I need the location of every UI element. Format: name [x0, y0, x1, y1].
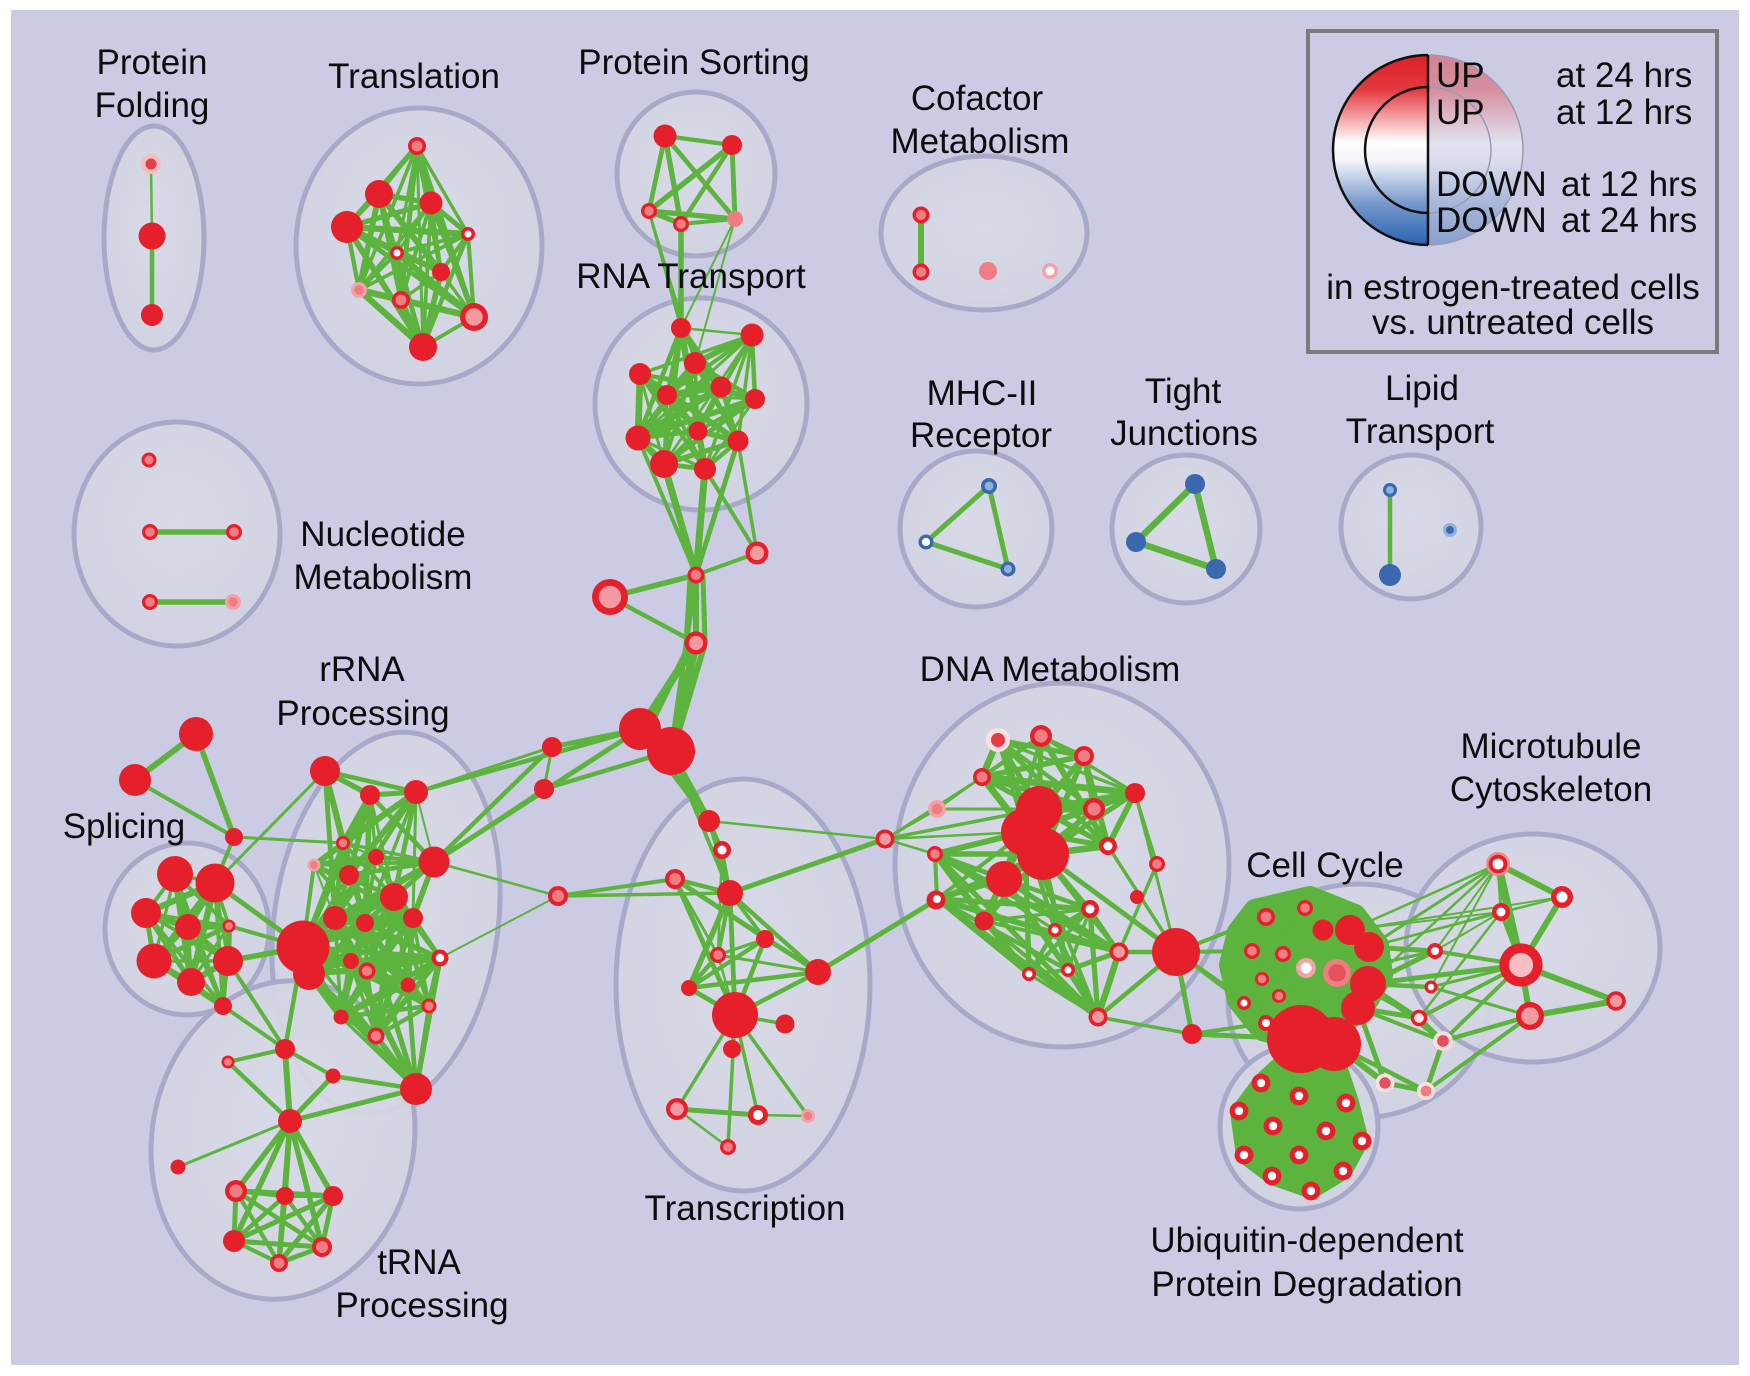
svg-text:Translation: Translation	[328, 57, 500, 96]
svg-text:rRNA: rRNA	[319, 650, 405, 689]
svg-text:Processing: Processing	[335, 1286, 508, 1325]
svg-text:Ubiquitin-dependent: Ubiquitin-dependent	[1150, 1221, 1464, 1260]
svg-text:in estrogen-treated cells: in estrogen-treated cells	[1326, 268, 1700, 307]
svg-text:Protein Sorting: Protein Sorting	[578, 43, 810, 82]
svg-text:tRNA: tRNA	[377, 1243, 461, 1282]
svg-text:Receptor: Receptor	[910, 416, 1052, 455]
svg-text:DNA Metabolism: DNA Metabolism	[920, 650, 1181, 689]
svg-text:Tight: Tight	[1145, 372, 1222, 411]
svg-text:Junctions: Junctions	[1110, 414, 1258, 453]
svg-text:DOWN: DOWN	[1436, 165, 1547, 204]
svg-text:Lipid: Lipid	[1385, 369, 1459, 408]
svg-text:DOWN: DOWN	[1436, 201, 1547, 240]
svg-text:Metabolism: Metabolism	[294, 558, 473, 597]
svg-text:RNA Transport: RNA Transport	[576, 257, 806, 296]
svg-text:Nucleotide: Nucleotide	[300, 515, 465, 554]
svg-text:UP: UP	[1436, 93, 1485, 132]
svg-text:Folding: Folding	[95, 86, 210, 125]
svg-text:Processing: Processing	[276, 694, 449, 733]
svg-text:Microtubule: Microtubule	[1461, 727, 1642, 766]
svg-text:Cell Cycle: Cell Cycle	[1246, 846, 1404, 885]
svg-text:Cofactor: Cofactor	[911, 79, 1044, 118]
svg-text:Protein: Protein	[97, 43, 208, 82]
svg-text:UP: UP	[1436, 56, 1485, 95]
svg-text:Cytoskeleton: Cytoskeleton	[1450, 770, 1652, 809]
svg-text:at 24 hrs: at 24 hrs	[1556, 56, 1692, 95]
svg-text:vs. untreated cells: vs. untreated cells	[1372, 303, 1654, 342]
svg-text:Metabolism: Metabolism	[891, 122, 1070, 161]
svg-text:at 12 hrs: at 12 hrs	[1561, 165, 1697, 204]
svg-text:MHC-II: MHC-II	[927, 374, 1038, 413]
svg-text:Protein Degradation: Protein Degradation	[1151, 1265, 1462, 1304]
svg-text:at 24 hrs: at 24 hrs	[1561, 201, 1697, 240]
svg-text:Transcription: Transcription	[645, 1189, 846, 1228]
svg-text:at 12 hrs: at 12 hrs	[1556, 93, 1692, 132]
svg-text:Transport: Transport	[1346, 412, 1495, 451]
svg-text:Splicing: Splicing	[63, 807, 186, 846]
